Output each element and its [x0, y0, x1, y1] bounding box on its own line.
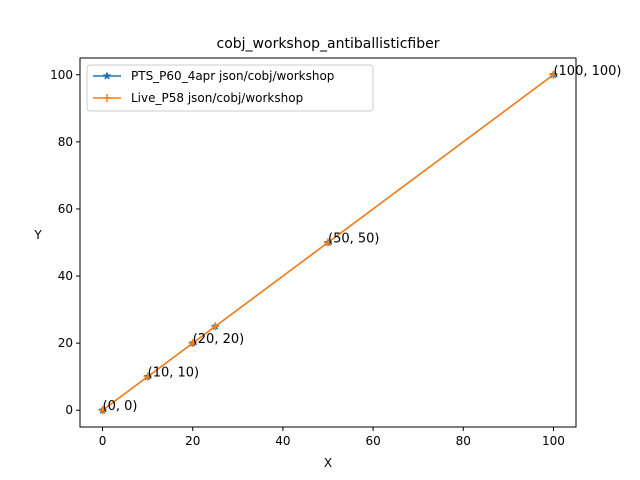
x-tick-label: 100	[542, 434, 565, 448]
point-annotation: (100, 100)	[553, 64, 621, 79]
data-point	[549, 70, 558, 79]
y-axis-label: Y	[33, 228, 42, 242]
x-tick-label: 60	[365, 434, 380, 448]
legend-marker	[102, 71, 112, 80]
series-2	[98, 70, 558, 415]
chart-title: cobj_workshop_antiballisticfiber	[217, 36, 440, 52]
y-tick-label: 80	[58, 135, 73, 149]
data-point	[211, 322, 220, 331]
y-tick-label: 60	[58, 202, 73, 216]
legend-entry: Live_P58 json/cobj/workshop	[93, 91, 303, 105]
point-annotation: (0, 0)	[103, 399, 138, 414]
data-point	[324, 238, 332, 247]
y-tick-label: 0	[65, 403, 73, 417]
y-tick-label: 20	[58, 336, 73, 350]
data-point	[188, 339, 197, 348]
x-tick-label: 40	[275, 434, 290, 448]
series-line	[102, 74, 554, 411]
legend-marker	[103, 94, 111, 102]
x-tick-label: 20	[185, 434, 200, 448]
legend-entry: PTS_P60_4apr json/cobj/workshop	[93, 69, 334, 83]
plot-frame	[79, 57, 577, 428]
legend-label: Live_P58 json/cobj/workshop	[131, 91, 303, 105]
legend-box	[86, 64, 374, 112]
annotations-group: (0, 0) (10, 10) (20, 20) (50, 50) (100, 100)	[103, 64, 622, 414]
y-tick-label: 40	[58, 269, 73, 283]
y-tick-label: 100	[50, 68, 73, 82]
series-group	[98, 70, 558, 415]
legend: PTS_P60_4apr json/cobj/workshop Live_P58 …	[86, 64, 374, 112]
x-axis-label: X	[324, 456, 332, 470]
point-annotation: (20, 20)	[193, 332, 245, 347]
legend-label: PTS_P60_4apr json/cobj/workshop	[131, 69, 334, 83]
point-annotation: (50, 50)	[328, 232, 380, 247]
data-point	[143, 372, 152, 381]
x-tick-label: 80	[456, 434, 471, 448]
axis-ticks: 0 20 40 60 80 100 0 20 40 60 80 100	[50, 68, 565, 448]
point-annotation: (10, 10)	[148, 366, 200, 381]
data-point	[98, 406, 107, 415]
x-tick-label: 0	[99, 434, 107, 448]
